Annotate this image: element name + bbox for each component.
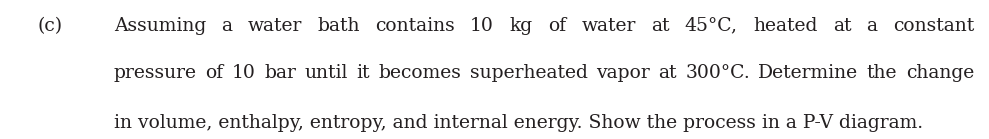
Text: becomes: becomes [378, 64, 461, 82]
Text: in volume, enthalpy, entropy, and internal energy. Show the process in a P-V dia: in volume, enthalpy, entropy, and intern… [114, 114, 923, 132]
Text: a: a [866, 17, 877, 35]
Text: until: until [305, 64, 348, 82]
Text: 10: 10 [470, 17, 494, 35]
Text: (c): (c) [38, 17, 62, 35]
Text: pressure: pressure [114, 64, 197, 82]
Text: Assuming: Assuming [114, 17, 206, 35]
Text: contains: contains [375, 17, 455, 35]
Text: at: at [651, 17, 670, 35]
Text: of: of [205, 64, 224, 82]
Text: water: water [582, 17, 636, 35]
Text: bar: bar [264, 64, 296, 82]
Text: change: change [906, 64, 974, 82]
Text: water: water [247, 17, 302, 35]
Text: kg: kg [509, 17, 532, 35]
Text: heated: heated [753, 17, 818, 35]
Text: constant: constant [893, 17, 974, 35]
Text: it: it [356, 64, 370, 82]
Text: 300°C.: 300°C. [685, 64, 750, 82]
Text: a: a [222, 17, 232, 35]
Text: 45°C,: 45°C, [684, 17, 738, 35]
Text: Determine: Determine [759, 64, 858, 82]
Text: vapor: vapor [596, 64, 650, 82]
Text: 10: 10 [231, 64, 256, 82]
Text: at: at [833, 17, 852, 35]
Text: superheated: superheated [470, 64, 587, 82]
Text: the: the [867, 64, 897, 82]
Text: bath: bath [317, 17, 360, 35]
Text: of: of [548, 17, 566, 35]
Text: at: at [658, 64, 676, 82]
